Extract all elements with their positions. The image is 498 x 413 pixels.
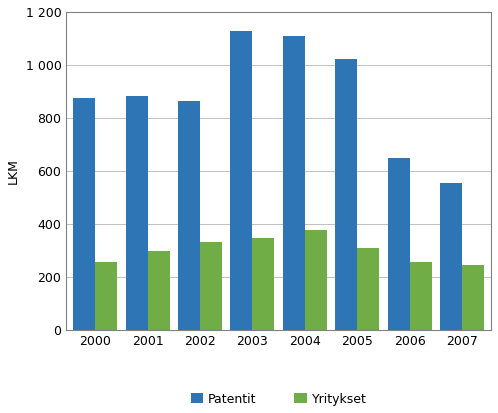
Bar	[125, 95, 147, 330]
Bar	[462, 265, 484, 330]
Bar	[335, 59, 358, 330]
Bar	[252, 238, 274, 330]
Bar	[200, 242, 222, 330]
Legend: Patentit, Yritykset: Patentit, Yritykset	[186, 388, 372, 411]
Bar	[283, 36, 305, 330]
Bar	[147, 251, 169, 330]
Y-axis label: LKM: LKM	[7, 158, 20, 184]
Bar	[178, 101, 200, 330]
Bar	[305, 230, 327, 330]
Bar	[73, 98, 95, 330]
Bar	[358, 248, 379, 330]
Bar	[410, 262, 432, 330]
Bar	[388, 159, 410, 330]
Bar	[231, 31, 252, 330]
Bar	[440, 183, 462, 330]
Bar	[95, 262, 117, 330]
